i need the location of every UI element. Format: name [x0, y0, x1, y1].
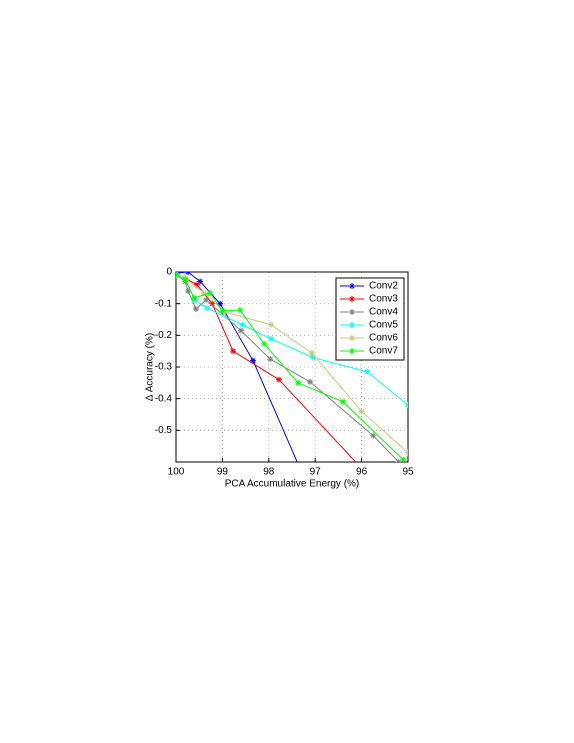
marker	[203, 296, 210, 303]
y-tick-label: -0.5	[155, 425, 173, 436]
marker	[204, 305, 211, 312]
marker	[340, 398, 347, 405]
marker	[200, 289, 207, 296]
marker	[268, 321, 275, 328]
marker	[197, 278, 204, 285]
marker	[191, 294, 198, 301]
y-tick-label: -0.4	[155, 393, 173, 404]
plot-area	[176, 272, 408, 506]
legend-marker	[349, 322, 355, 328]
legend-box	[335, 277, 405, 361]
marker	[358, 408, 365, 415]
x-tick-label: 96	[356, 467, 368, 478]
marker	[182, 276, 189, 283]
plot-frame	[175, 271, 409, 463]
y-axis-label: Δ Accuracy (%)	[145, 333, 156, 401]
marker	[405, 449, 408, 456]
y-tick-label: 0	[166, 267, 172, 278]
series-line	[176, 274, 404, 461]
marker	[364, 368, 371, 375]
marker	[400, 456, 407, 462]
legend-label: Conv5	[369, 320, 398, 331]
x-tick-label: 98	[263, 467, 275, 478]
marker	[267, 356, 274, 363]
marker	[308, 350, 315, 357]
legend-label: Conv7	[369, 346, 398, 357]
series-line	[176, 274, 408, 453]
legend-label: Conv6	[369, 333, 398, 344]
marker	[237, 307, 244, 313]
marker	[312, 500, 318, 506]
marker	[295, 379, 302, 386]
marker	[185, 272, 192, 275]
legend-marker	[349, 348, 355, 354]
marker	[176, 272, 179, 279]
y-tick-label: -0.1	[155, 298, 173, 309]
marker	[370, 432, 377, 439]
marker	[309, 354, 316, 361]
legend-label: Conv2	[369, 281, 398, 292]
marker	[405, 402, 408, 408]
legend-marker	[349, 296, 355, 302]
x-tick-label: 100	[168, 467, 185, 478]
marker	[250, 357, 257, 364]
x-tick-label: 97	[310, 467, 322, 478]
marker	[230, 348, 237, 355]
marker	[192, 306, 199, 313]
x-axis-label: PCA Accumulative Energy (%)	[225, 479, 360, 490]
marker	[185, 288, 192, 294]
marker	[276, 376, 283, 383]
marker	[217, 300, 224, 307]
series-line	[176, 273, 400, 462]
legend-marker	[349, 335, 355, 341]
x-tick-label: 95	[402, 467, 414, 478]
y-tick-label: -0.2	[155, 330, 173, 341]
marker	[307, 378, 314, 385]
marker	[209, 300, 216, 307]
y-tick-label: -0.3	[155, 362, 173, 373]
legend-marker	[349, 309, 355, 315]
marker	[268, 335, 275, 342]
legend-label: Conv4	[369, 307, 398, 318]
x-tick-label: 99	[217, 467, 229, 478]
marker	[222, 308, 229, 315]
legend-label: Conv3	[369, 294, 398, 305]
marker	[219, 307, 226, 314]
marker	[239, 321, 246, 328]
marker	[206, 289, 213, 296]
marker	[193, 281, 200, 288]
legend-marker	[349, 283, 355, 289]
marker	[237, 327, 244, 334]
marker	[261, 340, 268, 347]
